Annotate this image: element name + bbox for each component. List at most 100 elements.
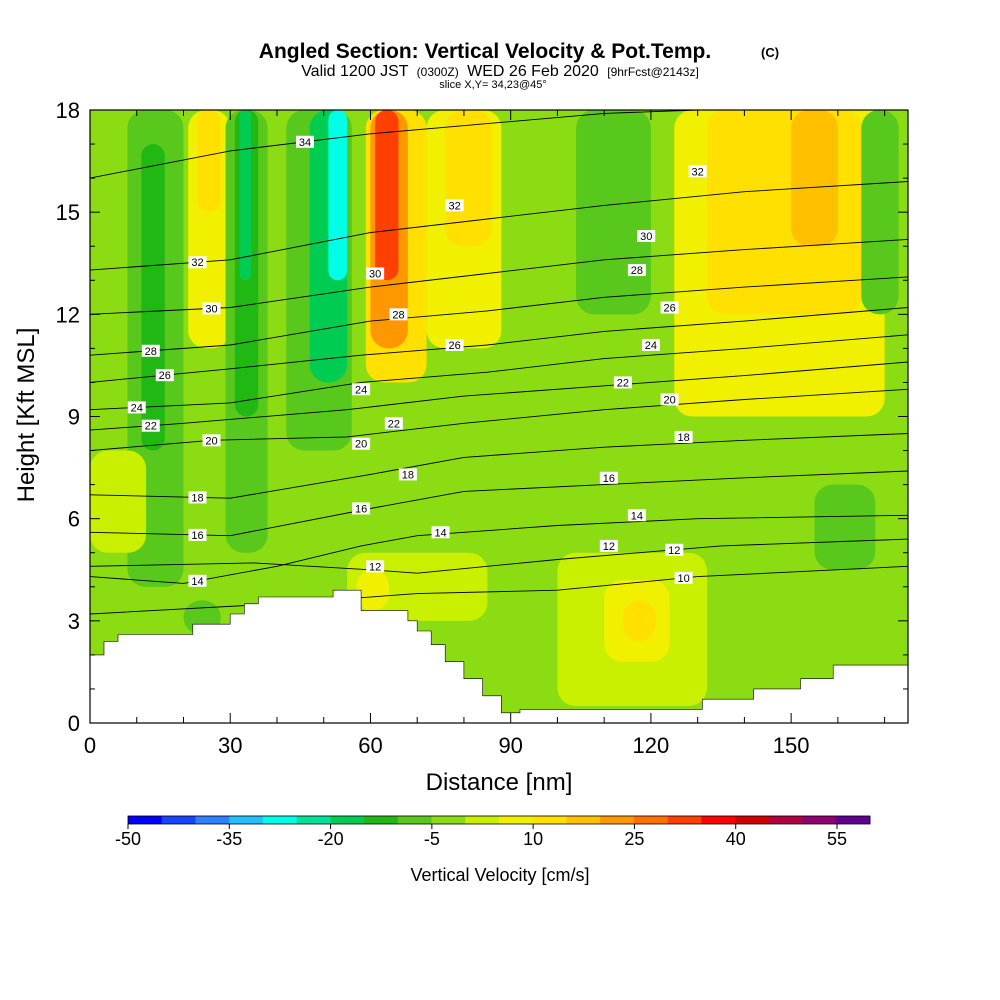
velocity-region [375,110,399,281]
svg-text:30: 30 [369,268,381,280]
velocity-region [576,110,651,315]
velocity-region [197,110,221,213]
isentrope-label: 20 [352,437,371,451]
isentrope-label: 20 [660,393,679,406]
subtitle-forecast: [9hrFcst@2143z] [607,65,699,79]
isentrope-label: 28 [627,264,646,277]
isentrope-label: 30 [202,302,221,315]
colorbar-tick-label: -35 [216,829,242,849]
isentrope-line [90,307,908,383]
x-tick-label: 0 [84,733,96,758]
svg-text:28: 28 [145,346,157,358]
isentrope-label: 28 [389,308,408,321]
isentrope-label: 32 [445,199,464,212]
isentrope-label: 22 [613,376,632,389]
isentrope-label: 28 [141,344,160,358]
velocity-region [791,110,838,247]
isentrope-label: 24 [352,383,371,396]
velocity-region [239,110,252,281]
svg-text:16: 16 [603,473,615,485]
slice-label: slice X,Y= 34,23@45° [439,79,547,91]
colorbar-swatch [633,816,669,824]
colorbar-tick-label: 40 [726,829,746,849]
svg-text:22: 22 [388,418,400,430]
svg-text:20: 20 [355,439,367,451]
svg-text:14: 14 [191,576,203,588]
colorbar-frame [127,815,871,825]
isentrope-label: 18 [398,468,417,481]
velocity-region [356,569,390,611]
svg-text:18: 18 [191,492,203,504]
isentrope-label: 12 [599,539,618,553]
isentrope-line [90,110,698,179]
y-tick-label: 12 [56,302,80,327]
isentrope-line [90,276,908,356]
isentrope-label: 24 [641,338,660,352]
svg-text:12: 12 [603,541,615,553]
colorbar-swatch [262,816,298,824]
isentrope-line [90,361,908,431]
colorbar-swatch [161,816,196,824]
y-tick-label: 6 [68,507,80,532]
isentrope-label: 10 [674,571,693,585]
chart-subtitle: Valid 1200 JST (0300Z) WED 26 Feb 2020 [… [301,63,699,80]
colorbar-swatch [802,816,837,824]
colorbar-swatch [532,816,567,824]
isentrope-label: 14 [188,574,207,588]
colorbar-swatch [499,816,534,824]
x-tick-label: 120 [633,733,670,758]
isentrope-label: 16 [599,471,618,485]
isentrope-line [90,181,908,271]
isentrope-label: 26 [445,338,464,352]
x-axis-label: Distance [nm] [426,769,573,796]
isentrope-line [90,433,908,499]
svg-text:28: 28 [392,309,404,321]
subtitle-zulu: (0300Z) [417,65,459,79]
svg-text:14: 14 [631,510,643,522]
chart-title: Angled Section: Vertical Velocity & Pot.… [259,40,711,63]
svg-text:26: 26 [448,340,460,352]
svg-text:12: 12 [668,545,680,557]
isentrope-labels: 1012141618202224262830323432323030282826… [127,135,707,588]
colorbar-swatch [566,816,601,824]
terrain-mask [90,589,908,723]
x-axis: 0 30 60 90 120 150 [84,110,886,758]
isentrope-label: 32 [188,256,207,269]
subtitle-valid: Valid 1200 JST [301,63,409,80]
svg-text:30: 30 [640,231,652,243]
svg-text:20: 20 [205,435,217,447]
colorbar-tick-label: -50 [115,829,141,849]
x-tick-label: 150 [773,733,810,758]
isentrope-line [90,238,908,315]
velocity-region [861,110,899,315]
colorbar-swatch [735,816,770,824]
x-tick-label: 60 [358,733,382,758]
colorbar-tick-label: 10 [523,829,543,849]
colorbar-swatch [836,816,871,824]
colorbar-tick-label: -20 [318,829,344,849]
isentrope-label: 32 [688,165,707,178]
isentrope-label: 12 [366,560,385,573]
svg-text:18: 18 [402,469,414,481]
colorbar-label: Vertical Velocity [cm/s] [410,865,589,885]
svg-text:26: 26 [159,370,171,382]
colorbar-swatch [701,816,736,824]
velocity-region [744,586,908,669]
colorbar-swatch [768,816,804,824]
svg-text:28: 28 [631,265,643,277]
colorbar-swatch [330,816,365,824]
x-tick-label: 90 [498,733,522,758]
svg-text:20: 20 [663,394,675,406]
colorbar-swatch [296,816,331,824]
y-tick-label: 3 [68,609,80,634]
isentrope-label: 16 [188,528,207,542]
svg-text:32: 32 [191,257,203,269]
isentrope-label: 26 [155,369,174,382]
colorbar: -50 -35 -20 -5 10 25 40 55 [115,815,871,849]
colorbar-tick-label: 25 [624,829,644,849]
plot-area: 1012141618202224262830323432323030282826… [90,110,908,723]
svg-text:22: 22 [145,421,157,433]
y-tick-label: 9 [68,405,80,430]
colorbar-tick-label: -5 [424,829,440,849]
